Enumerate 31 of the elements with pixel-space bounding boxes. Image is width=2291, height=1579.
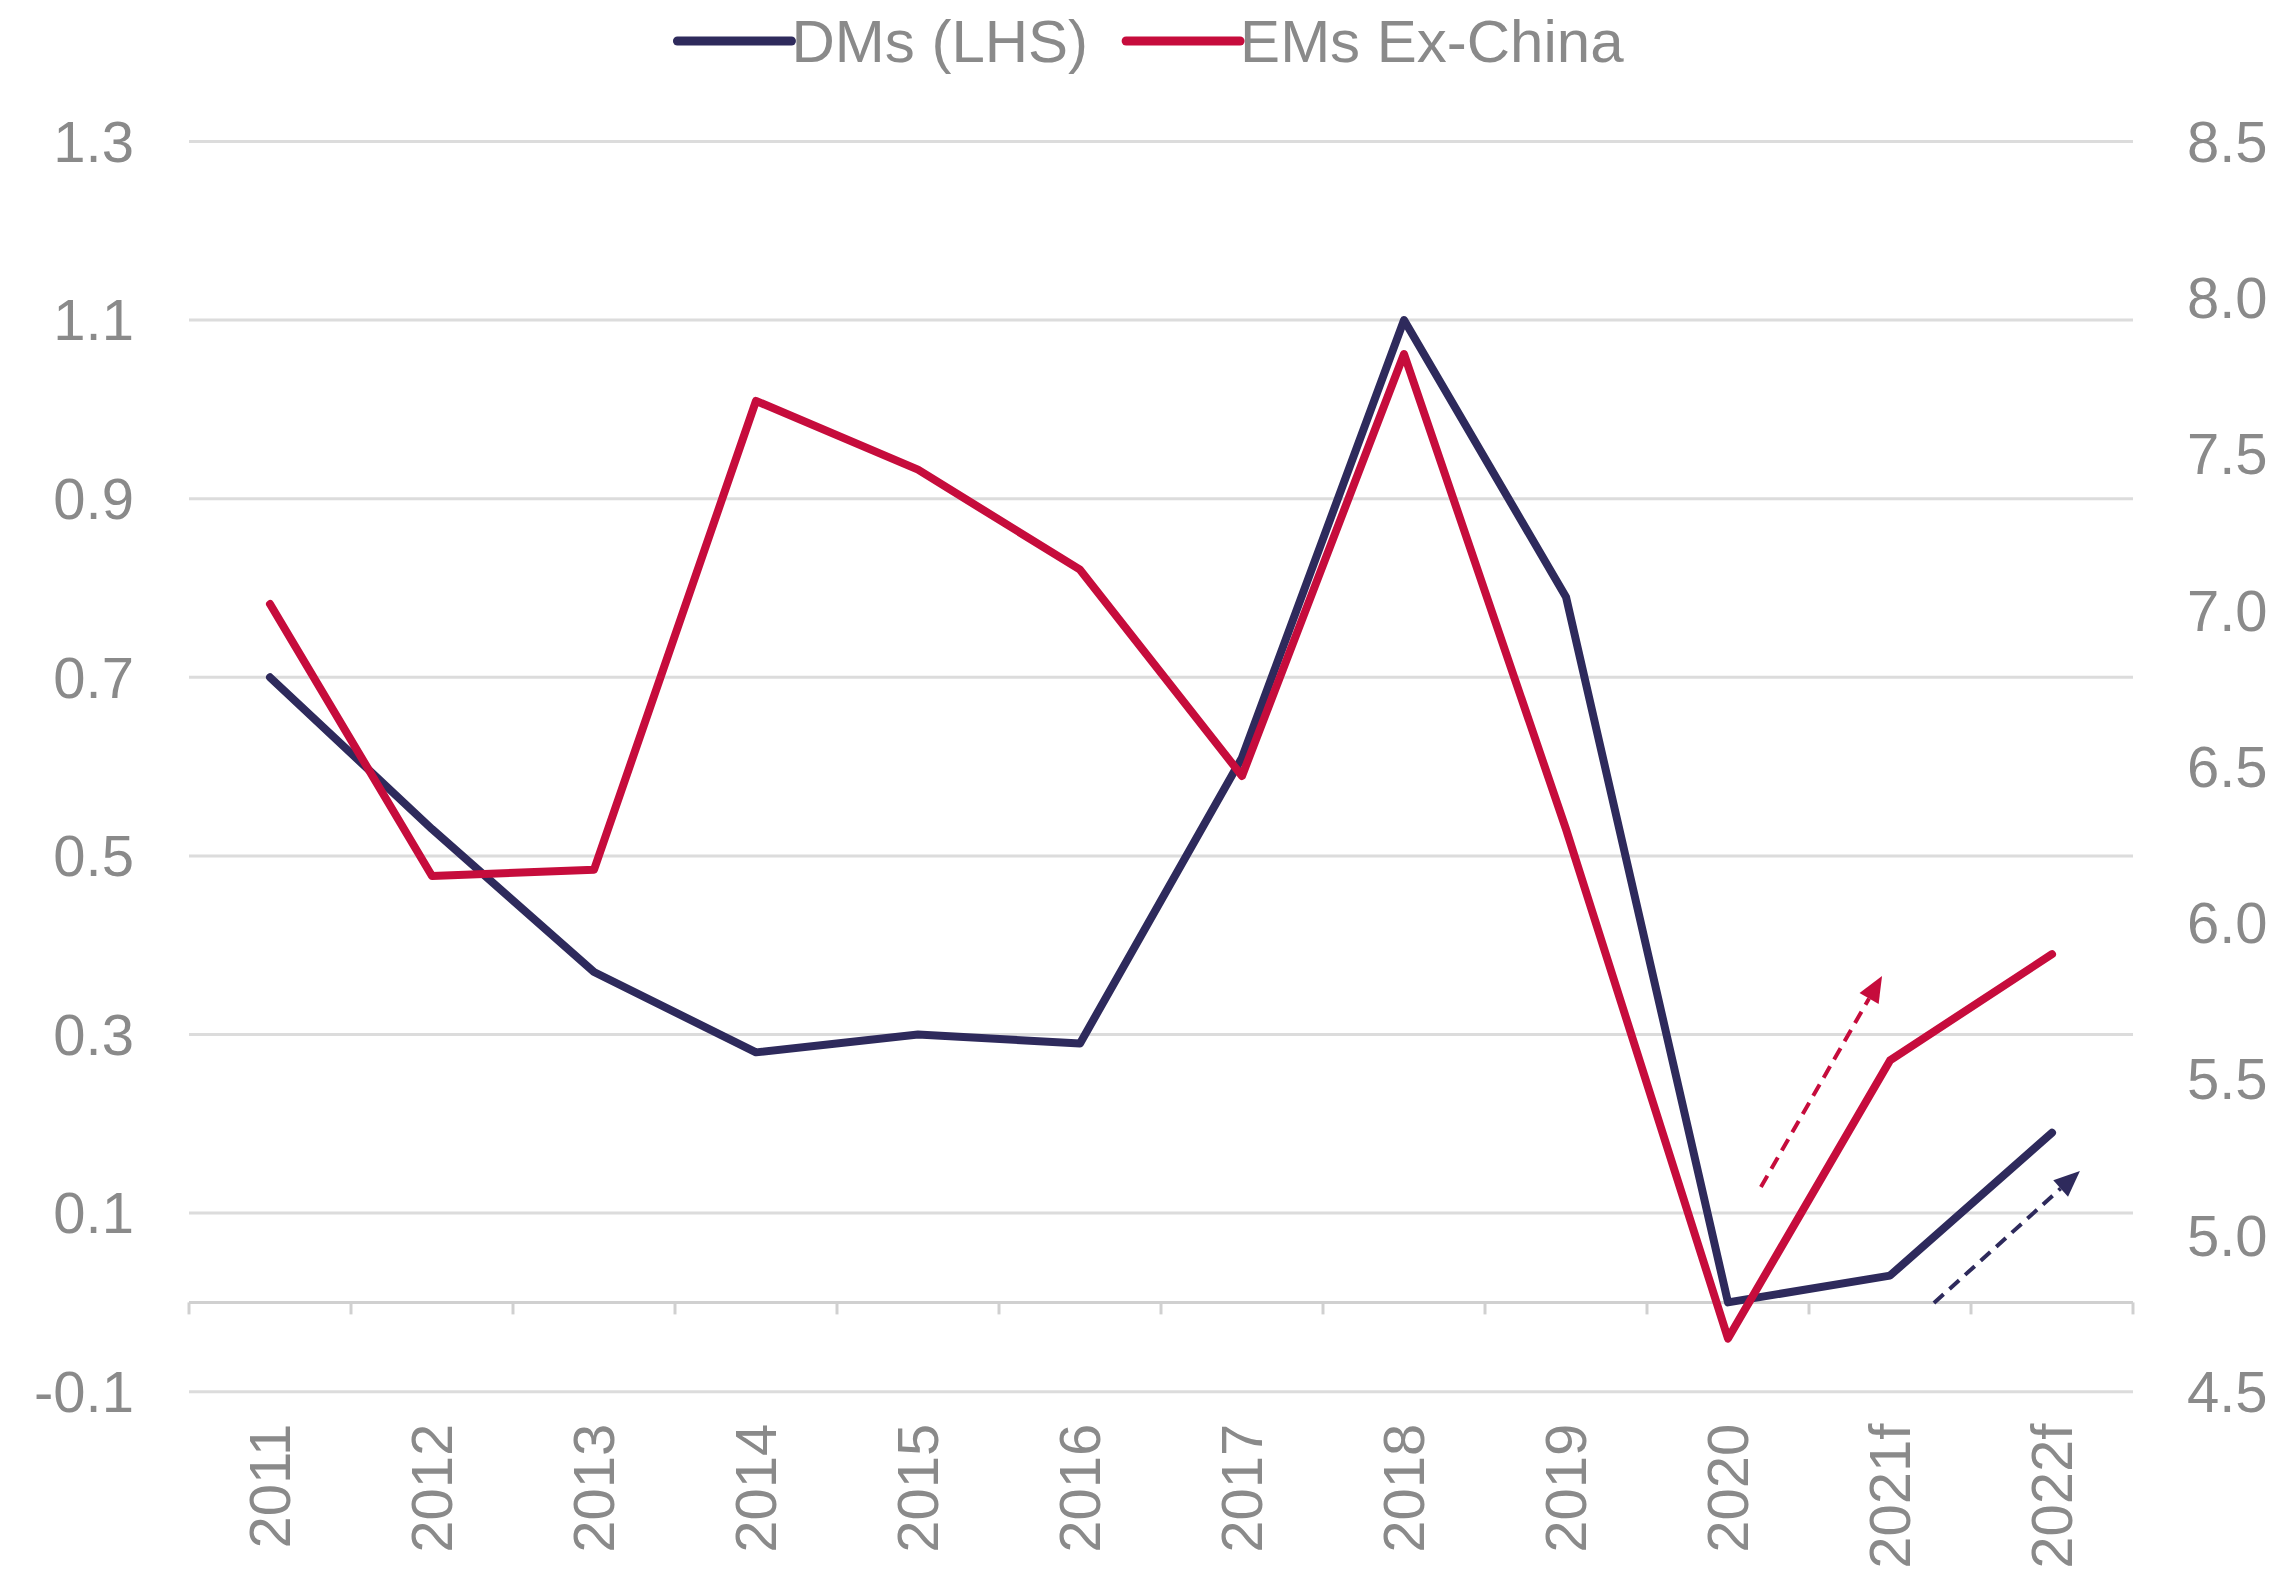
- y-tick-label: 1.1: [53, 287, 134, 353]
- legend-label: EMs Ex-China: [1240, 8, 1625, 75]
- y2-tick-label: 6.0: [2187, 890, 2268, 956]
- y-tick-label: 0.5: [53, 823, 134, 889]
- x-tick-label: 2017: [1209, 1423, 1275, 1553]
- y-tick-label: 0.3: [53, 1001, 134, 1067]
- x-tick-label: 2019: [1533, 1423, 1599, 1553]
- x-tick-label: 2022f: [2019, 1422, 2085, 1569]
- y2-tick-label: 7.0: [2187, 577, 2268, 643]
- x-tick-label: 2013: [561, 1423, 627, 1553]
- x-tick-label: 2011: [237, 1423, 303, 1549]
- x-tick-label: 2020: [1695, 1423, 1761, 1553]
- y2-tick-label: 5.5: [2187, 1046, 2268, 1112]
- y2-tick-label: 5.0: [2187, 1202, 2268, 1268]
- x-tick-label: 2018: [1371, 1423, 1437, 1553]
- y2-tick-label: 8.5: [2187, 108, 2268, 174]
- y2-tick-label: 7.5: [2187, 421, 2268, 487]
- x-tick-label: 2015: [885, 1423, 951, 1553]
- y2-tick-label: 8.0: [2187, 265, 2268, 331]
- legend-label: DMs (LHS): [791, 8, 1089, 75]
- y-tick-label: 0.9: [53, 466, 134, 531]
- y2-tick-label: 4.5: [2187, 1359, 2268, 1424]
- x-tick-label: 2021f: [1857, 1422, 1923, 1569]
- y-tick-label: 0.7: [53, 644, 134, 710]
- y2-tick-label: 6.5: [2187, 733, 2268, 799]
- x-tick-label: 2014: [723, 1423, 789, 1553]
- x-tick-label: 2016: [1047, 1423, 1113, 1553]
- y-tick-label: -0.1: [34, 1359, 134, 1424]
- y-tick-label: 1.3: [53, 108, 134, 174]
- y-tick-label: 0.1: [53, 1180, 134, 1246]
- x-tick-label: 2012: [399, 1423, 465, 1553]
